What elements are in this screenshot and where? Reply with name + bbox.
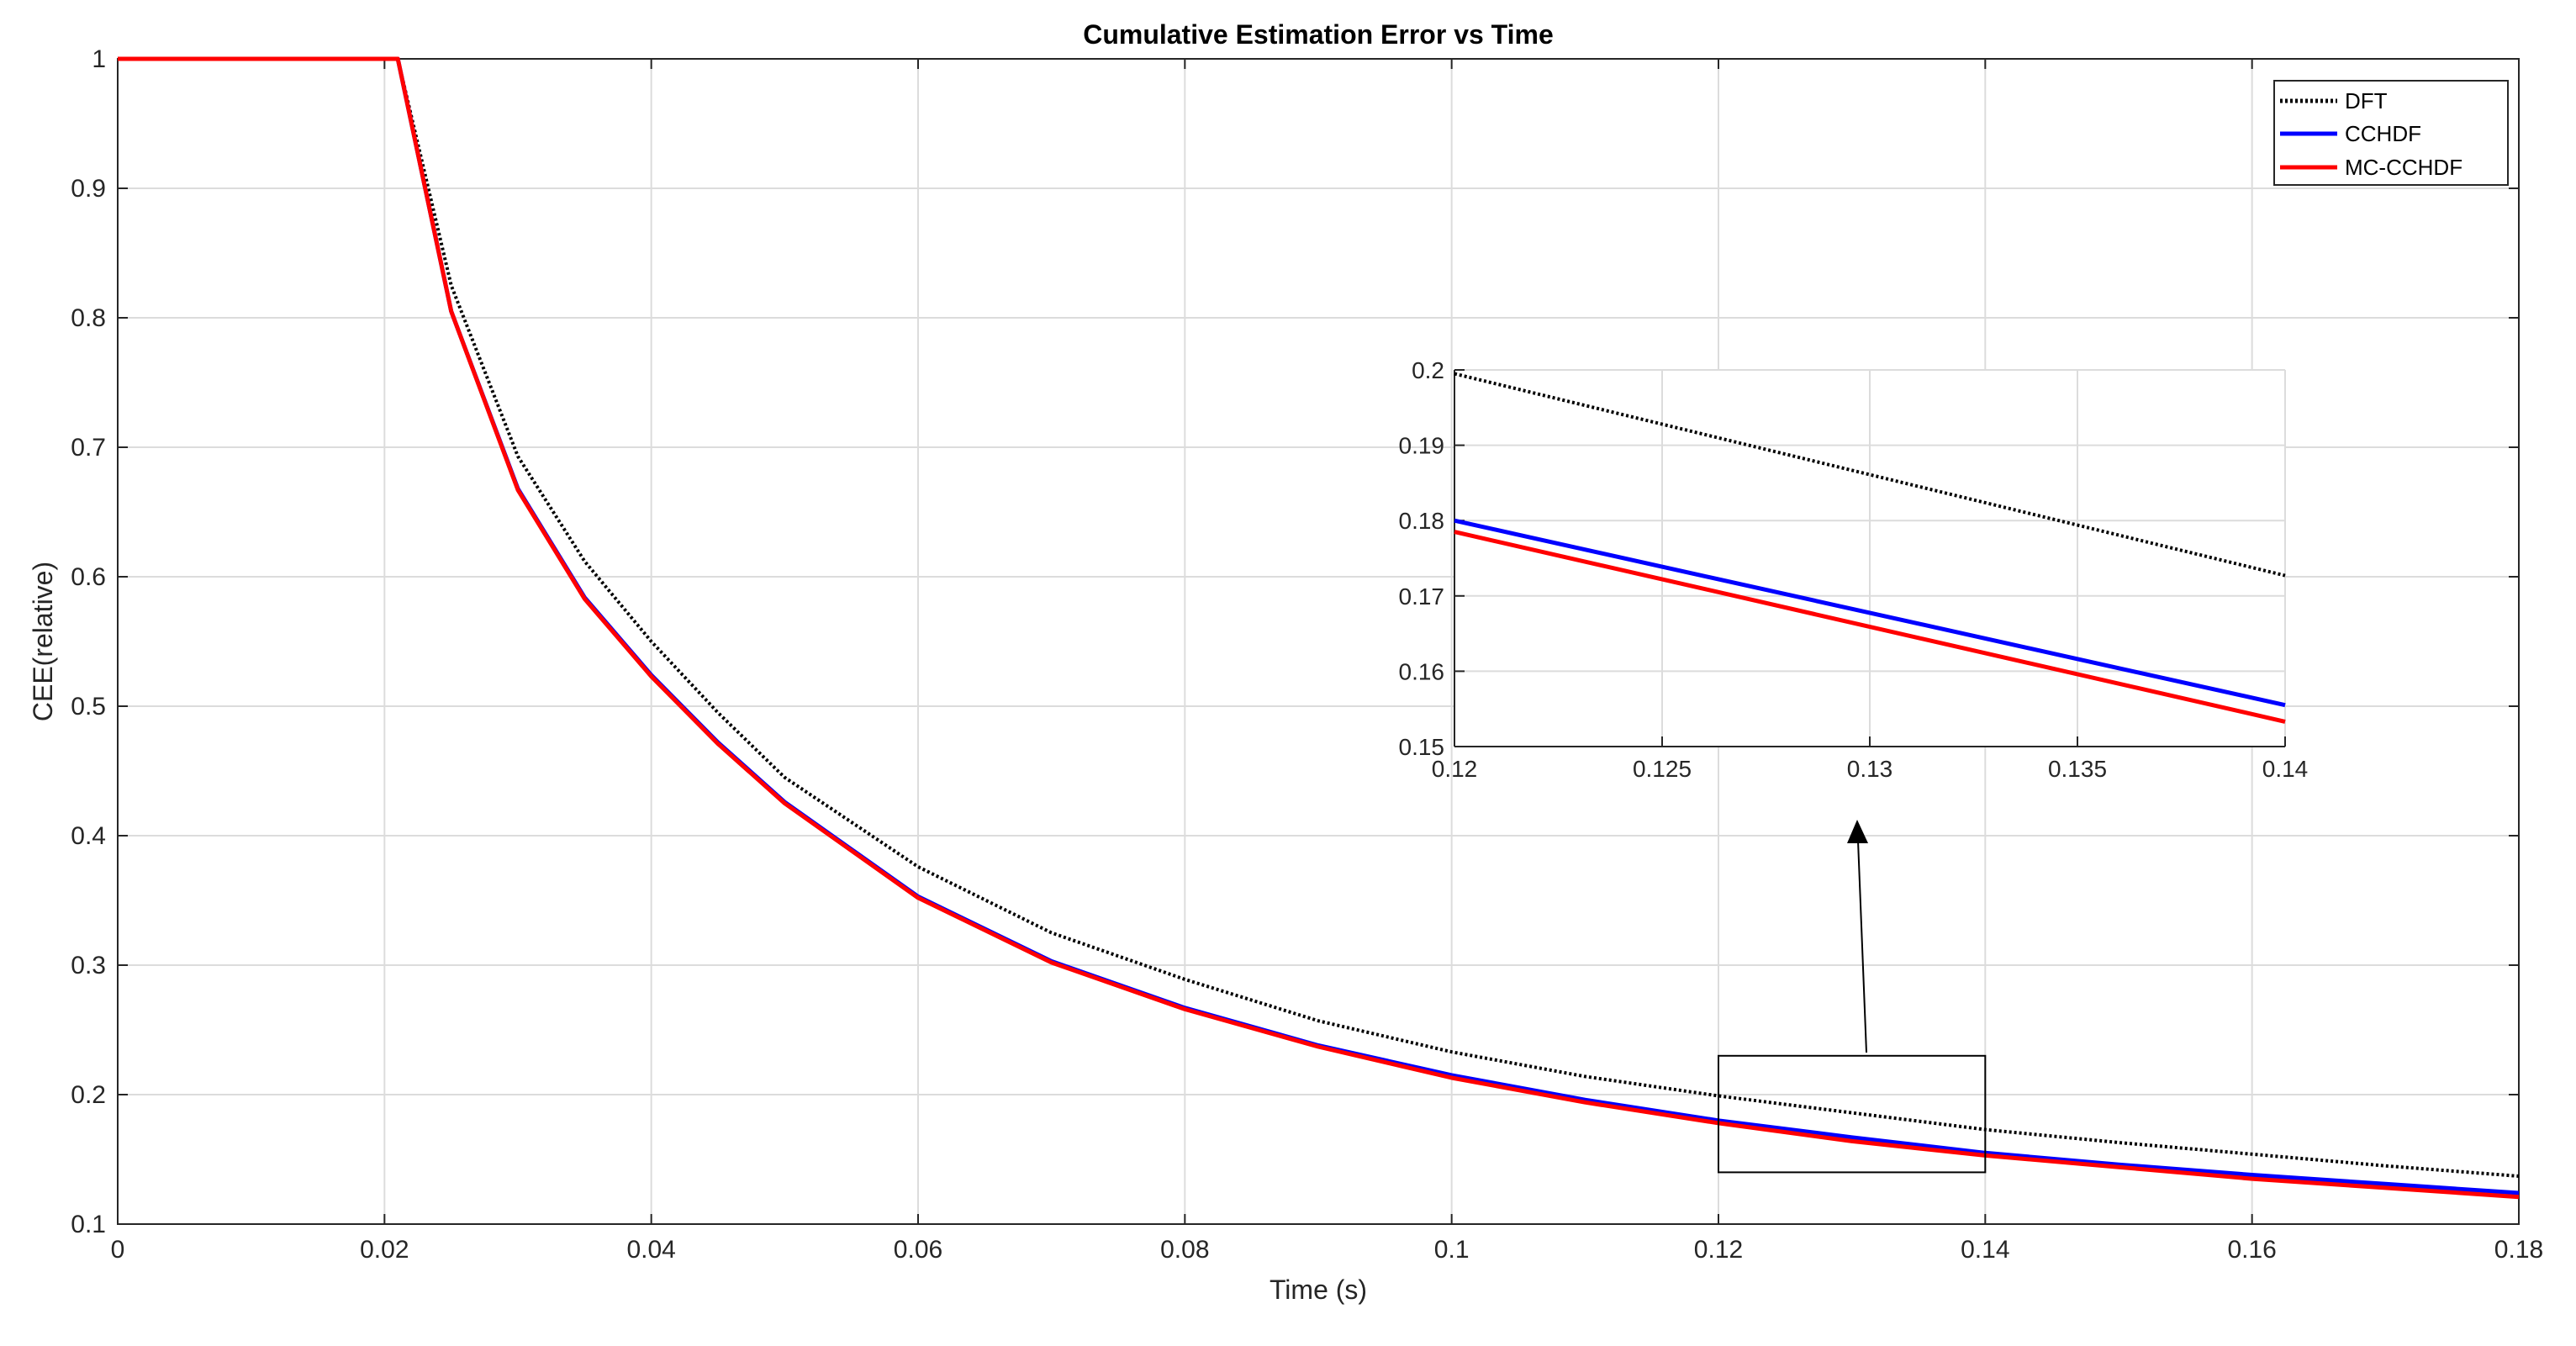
- main-x-tick-label: 0.14: [1961, 1236, 2009, 1264]
- main-x-tick-label: 0.04: [626, 1236, 675, 1264]
- inset-x-tick-label: 0.12: [1432, 756, 1478, 782]
- inset-series-dft: [1454, 372, 2286, 578]
- zoom-arrow-line: [1857, 840, 1867, 1053]
- main-x-tick-label: 0.18: [2494, 1236, 2543, 1264]
- main-y-tick-label: 0.5: [71, 693, 106, 721]
- main-y-tick-label: 0.2: [71, 1081, 106, 1109]
- main-y-tick-labels: 0.1 0.2 0.3 0.4 0.5 0.6 0.7 0.8 0.9 1: [71, 45, 106, 1238]
- main-y-tick-label: 0.4: [71, 822, 106, 850]
- inset-x-tick-labels: 0.12 0.125 0.13 0.135 0.14: [1432, 756, 2309, 782]
- main-series-mc-cchdf: [118, 56, 2520, 1200]
- main-y-tick-label: 0.7: [71, 434, 106, 462]
- zoom-arrow-head: [1847, 820, 1868, 843]
- chart-title: Cumulative Estimation Error vs Time: [1083, 19, 1554, 50]
- inset-x-tick-label: 0.13: [1847, 756, 1893, 782]
- main-y-tick-label: 0.8: [71, 304, 106, 332]
- y-axis-label: CEE(relative): [28, 562, 58, 721]
- main-y-tick-label: 0.9: [71, 175, 106, 203]
- main-y-tick-label: 0.3: [71, 952, 106, 979]
- x-axis-label: Time (s): [1270, 1275, 1367, 1305]
- main-x-tick-label: 0: [111, 1236, 125, 1264]
- inset-y-tick-labels: 0.15 0.16 0.17 0.18 0.19 0.2: [1399, 357, 1445, 760]
- zoom-region-box: [1718, 1054, 1987, 1174]
- legend-label-cchdf: CCHDF: [2345, 121, 2421, 146]
- main-plot-frame: [117, 58, 2520, 1225]
- main-y-tick-label: 0.1: [71, 1211, 106, 1238]
- main-y-tick-label: 0.6: [71, 563, 106, 591]
- main-x-tick-label: 0.08: [1160, 1236, 1209, 1264]
- main-x-tick-label: 0.06: [894, 1236, 942, 1264]
- main-x-tick-label: 0.1: [1434, 1236, 1470, 1264]
- main-series-dft: [118, 57, 2520, 1178]
- main-x-tick-label: 0.02: [360, 1236, 409, 1264]
- inset-y-tick-label: 0.16: [1399, 658, 1445, 684]
- legend-label-mc-cchdf: MC-CCHDF: [2345, 155, 2463, 180]
- inset-y-tick-label: 0.19: [1399, 433, 1445, 459]
- inset-y-tick-label: 0.15: [1399, 734, 1445, 760]
- inset-y-tick-label: 0.2: [1412, 357, 1444, 383]
- main-x-tick-labels: 0 0.02 0.04 0.06 0.08 0.1 0.12 0.14 0.16 0.18: [111, 1236, 2544, 1264]
- main-series-lines: [118, 56, 2520, 1200]
- main-x-tick-label: 0.16: [2227, 1236, 2276, 1264]
- main-x-tick-label: 0.12: [1694, 1236, 1743, 1264]
- inset-x-tick-label: 0.14: [2262, 756, 2309, 782]
- inset-series-lines: [1454, 372, 2286, 724]
- inset-x-tick-label: 0.125: [1633, 756, 1692, 782]
- inset-y-tick-label: 0.17: [1399, 583, 1445, 610]
- inset-series-cchdf: [1454, 518, 2286, 708]
- main-y-tick-label: 1: [92, 45, 106, 73]
- inset-y-tick-label: 0.18: [1399, 508, 1445, 534]
- legend-label-dft: DFT: [2345, 88, 2388, 113]
- inset-series-mc-cchdf: [1454, 530, 2286, 724]
- inset-x-tick-label: 0.135: [2048, 756, 2107, 782]
